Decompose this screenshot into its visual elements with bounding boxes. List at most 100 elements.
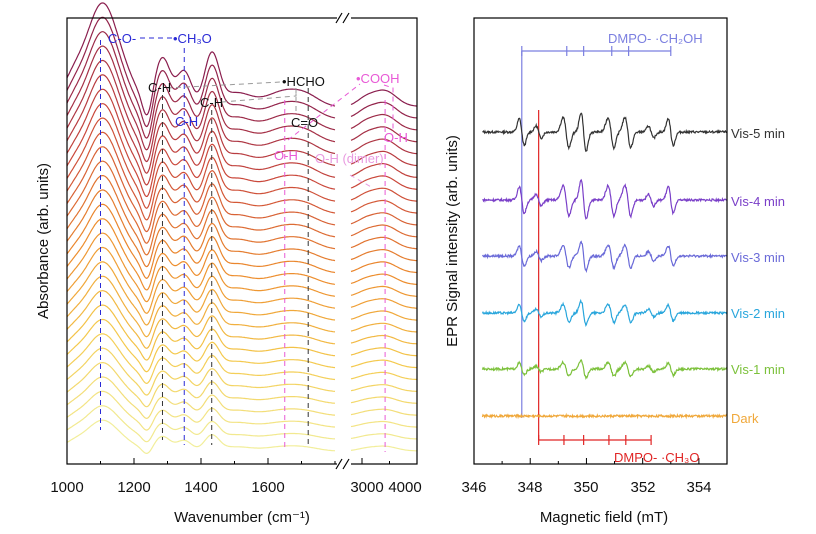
annotation-c-h-blue: C-H [175,114,198,129]
annotation-c-h-1: C-H [148,80,171,95]
ftir-spectrum-30-seg2 [350,89,418,107]
ftir-frame [66,17,418,465]
tick-label-4000: 4000 [388,479,421,496]
ftir-spectrum-8-seg1 [66,318,336,373]
connector-hcho-2 [221,88,297,103]
tick-label-354: 354 [686,479,711,496]
annotation-ch3o: •CH₃O [173,31,212,46]
ftir-guides [100,37,394,452]
epr-trace-5 [481,358,728,380]
connector-cooh-2 [383,84,394,130]
tick-label-348: 348 [517,479,542,496]
tick-label-1000: 1000 [50,479,83,496]
ftir-spectrum-7-seg1 [66,333,336,385]
ftir-spectrum-16-seg1 [66,203,336,279]
ftir-spectrum-22-seg1 [66,117,336,209]
legend-vis-5: Vis-5 min [731,126,785,141]
tick-label-350: 350 [573,479,598,496]
ftir-spectrum-9-seg2 [350,347,418,357]
ftir-spectrum-1-seg2 [350,445,417,452]
epr-panel: 346 348 350 352 354 Magnetic field (mT) … [444,17,785,526]
tick-label-346: 346 [461,479,486,496]
ftir-spectrum-27-seg2 [350,126,418,143]
ftir-spectrum-26-seg2 [350,138,418,155]
ftir-spectrum-13-seg2 [350,298,418,309]
ftir-spectrum-14-seg2 [350,285,418,297]
ftir-spectrum-4-seg2 [350,408,418,416]
ftir-spectrum-28-seg1 [66,31,336,139]
tick-label-3000: 3000 [350,479,383,496]
epr-stick-lines [521,46,672,445]
ftir-spectrum-25-seg1 [66,74,336,174]
ftir-spectrum-29-seg1 [66,16,336,128]
ftir-spectrum-17-seg1 [66,189,336,268]
epr-trace-1 [482,112,727,153]
ftir-spectrum-23-seg1 [66,103,336,198]
ftir-spectrum-2-seg2 [350,433,417,440]
ftir-spectrum-9-seg1 [66,304,336,361]
ftir-tick-labels: 1000 1200 1400 1600 3000 4000 [50,479,421,496]
ftir-spectrum-6-seg2 [350,384,418,392]
ftir-spectrum-20-seg2 [350,212,418,226]
ftir-spectrum-19-seg2 [350,224,418,238]
ftir-spectrum-11-seg1 [66,275,336,338]
ftir-spectrum-3-seg1 [66,390,335,431]
ftir-spectrum-17-seg2 [350,249,418,262]
ftir-spectrum-10-seg2 [350,334,418,345]
ftir-y-axis-label: Absorbance (arb. units) [35,163,52,319]
ftir-axis-break [335,12,351,470]
ftir-x-axis-label: Wavenumber (cm⁻¹) [174,509,310,526]
ftir-spectrum-10-seg1 [66,290,336,349]
ftir-spectrum-28-seg2 [350,113,418,131]
ftir-spectrum-21-seg2 [350,199,418,214]
connector-cooh-1 [287,83,361,141]
ftir-spectrum-15-seg2 [350,273,418,285]
ftir-spectrum-1-seg1 [66,419,336,455]
annotation-hcho: •HCHO [282,74,325,89]
ftir-spectrum-27-seg1 [66,45,336,151]
tick-label-352: 352 [630,479,655,496]
ftir-spectrum-25-seg2 [350,150,418,167]
annotation-c-h-2: C-H [200,95,223,110]
ftir-spectrum-21-seg1 [66,131,336,221]
epr-y-axis-label: EPR Signal intensity (arb. units) [444,135,461,347]
ftir-spectrum-5-seg1 [66,362,335,408]
legend-vis-4: Vis-4 min [731,194,785,209]
connector-hcho-1 [166,81,282,89]
adduct-label-ch2oh: DMPO- ·CH₂OH [608,31,703,46]
ftir-ticks [66,458,418,464]
ftir-spectrum-29-seg2 [350,101,418,119]
tick-label-1600: 1600 [251,479,284,496]
tick-label-1400: 1400 [184,479,217,496]
ftir-spectrum-15-seg1 [66,218,336,291]
ftir-spectrum-11-seg2 [350,322,417,333]
adduct-label-ch3o: DMPO- ·CH₃O [614,450,699,465]
ftir-spectrum-6-seg1 [66,347,336,396]
ftir-spectra [66,2,418,455]
epr-trace-4 [481,298,728,328]
ftir-spectrum-12-seg1 [66,261,336,326]
ftir-spectrum-30-seg1 [66,2,336,116]
legend-dark: Dark [731,411,759,426]
legend-vis-1: Vis-1 min [731,362,785,377]
ftir-spectrum-8-seg2 [350,359,418,369]
annotation-o-h-2: O-H [384,130,408,145]
ftir-spectrum-2-seg1 [66,405,336,443]
ftir-spectrum-23-seg2 [350,175,418,190]
epr-x-axis-label: Magnetic field (mT) [540,509,668,526]
tick-label-1200: 1200 [117,479,150,496]
connector-dimer [349,174,374,189]
epr-legend: Vis-5 min Vis-4 min Vis-3 min Vis-2 min … [731,126,785,426]
epr-frame [473,17,728,465]
epr-trace-6 [481,412,728,420]
epr-trace-3 [481,240,727,274]
ftir-annotations: C-O- •CH₃O C-H C-H •HCHO C-H C=O •COOH O… [108,31,408,166]
epr-traces [481,112,728,420]
legend-vis-3: Vis-3 min [731,250,785,265]
epr-ticks [473,458,728,464]
ftir-spectrum-3-seg2 [350,420,418,428]
ftir-spectrum-18-seg2 [350,236,418,250]
ftir-spectrum-18-seg1 [66,175,336,256]
ftir-spectrum-22-seg2 [350,187,418,202]
